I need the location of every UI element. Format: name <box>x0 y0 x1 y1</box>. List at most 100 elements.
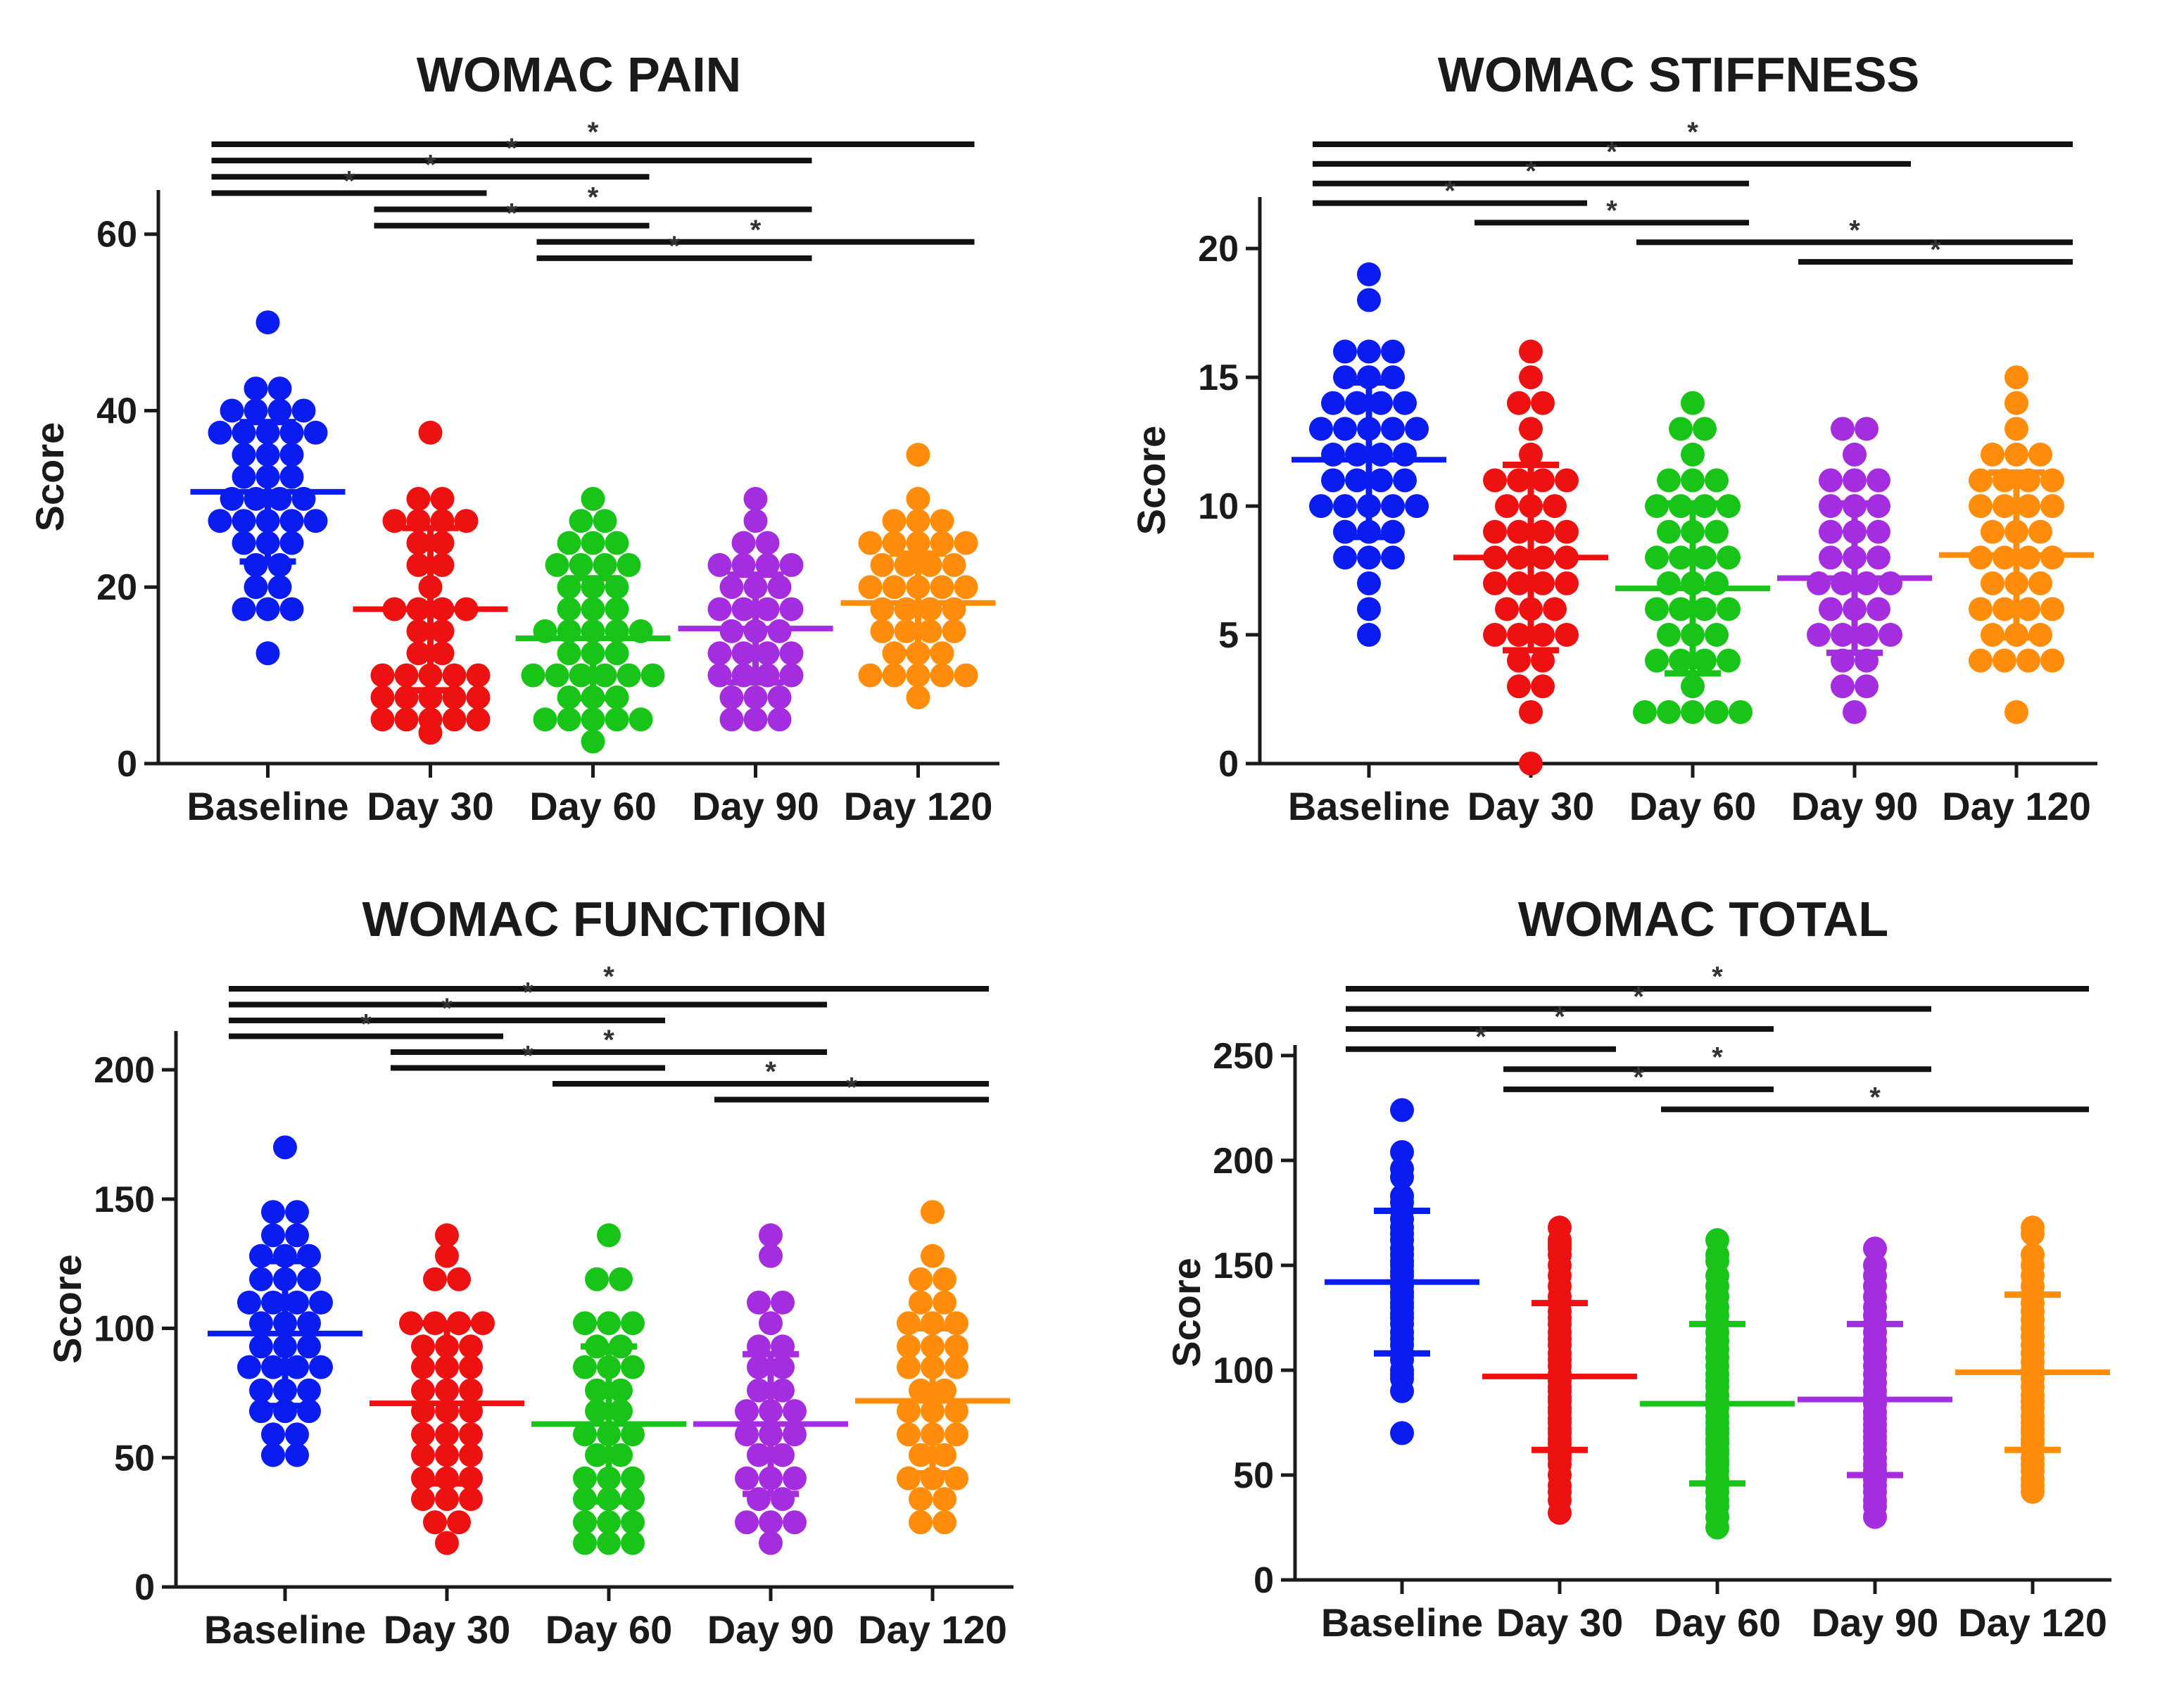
data-point-day-90 <box>1867 519 1890 544</box>
y-axis-label: Score <box>45 1254 89 1364</box>
data-point-day-60 <box>585 1378 609 1403</box>
data-point-day-120 <box>2040 494 2064 519</box>
data-point-day-60 <box>621 1311 645 1336</box>
data-point-day-90 <box>735 1422 759 1447</box>
data-point-day-60 <box>605 641 629 666</box>
chart-svg: WOMAC PAIN 0 20 40 60 Score Baseline Day 30 Day … <box>27 47 999 828</box>
data-point-day-120 <box>1969 468 1993 493</box>
data-point-day-90 <box>1819 597 1843 621</box>
data-point-day-30 <box>454 509 479 533</box>
data-point-day-30 <box>459 1443 483 1467</box>
data-point-baseline <box>237 1355 261 1379</box>
significance-star: * <box>1475 1022 1486 1053</box>
data-point-day-120 <box>870 552 895 577</box>
data-point-day-30 <box>1519 700 1543 724</box>
data-point-day-60 <box>1705 519 1729 544</box>
data-point-day-60 <box>557 641 581 666</box>
data-point-baseline <box>244 575 268 600</box>
data-point-day-120 <box>2021 1243 2045 1267</box>
data-point-day-30 <box>1483 519 1507 544</box>
data-point-day-90 <box>1867 597 1890 621</box>
data-point-day-90 <box>779 641 804 666</box>
data-point-day-120 <box>2028 571 2052 595</box>
data-point-day-60 <box>1669 648 1693 673</box>
chart-womac-function: WOMAC FUNCTION 0 50 100 150 200 Score Baseline D… <box>0 844 1056 1689</box>
data-point-day-60 <box>1657 468 1681 493</box>
data-point-day-90 <box>707 552 732 577</box>
data-point-day-120 <box>897 1399 921 1424</box>
data-point-day-120 <box>921 1200 945 1225</box>
data-point-day-30 <box>1507 623 1531 647</box>
data-point-baseline <box>297 1378 321 1403</box>
data-point-day-90 <box>783 1466 807 1491</box>
y-axis-label: Score <box>27 422 72 532</box>
y-tick-label: 0 <box>117 744 137 785</box>
data-point-baseline <box>1321 442 1345 467</box>
data-point-baseline <box>1333 519 1357 544</box>
data-point-day-120 <box>2040 648 2064 673</box>
data-point-day-90 <box>1855 571 1879 595</box>
data-point-baseline <box>232 464 256 489</box>
chart-title: WOMAC FUNCTION <box>362 892 827 947</box>
data-point-day-30 <box>411 1487 435 1512</box>
data-point-day-90 <box>783 1399 807 1424</box>
significance-star: * <box>522 978 533 1008</box>
data-point-day-90 <box>1819 519 1843 544</box>
data-point-baseline <box>1369 391 1393 415</box>
data-point-day-60 <box>1705 700 1729 724</box>
data-point-baseline <box>279 509 304 533</box>
data-point-baseline <box>303 509 328 533</box>
data-point-day-30 <box>1483 571 1507 595</box>
data-point-day-30 <box>430 486 455 511</box>
significance-star: * <box>1606 195 1617 226</box>
data-point-day-60 <box>1693 597 1717 621</box>
y-tick-label: 40 <box>96 391 137 431</box>
data-point-day-90 <box>743 486 768 511</box>
data-point-day-60 <box>581 707 605 732</box>
y-axis-label: Score <box>1164 1258 1208 1367</box>
data-point-day-60 <box>557 707 581 732</box>
data-point-day-30 <box>1531 519 1555 544</box>
data-point-day-60 <box>573 1466 597 1491</box>
data-point-day-90 <box>771 1290 795 1315</box>
data-point-day-30 <box>435 1244 459 1268</box>
data-point-day-90 <box>1843 468 1867 493</box>
data-point-day-90 <box>1855 623 1879 647</box>
data-point-baseline <box>267 552 292 577</box>
data-point-day-60 <box>545 663 569 688</box>
data-point-day-60 <box>1693 648 1717 673</box>
data-point-baseline <box>279 597 304 621</box>
data-point-day-60 <box>1657 519 1681 544</box>
data-point-day-120 <box>945 1466 968 1491</box>
data-point-day-120 <box>870 619 895 643</box>
data-point-day-120 <box>894 552 918 577</box>
data-point-day-30 <box>1519 339 1543 364</box>
significance-star: * <box>1606 137 1617 167</box>
data-point-day-60 <box>1657 571 1681 595</box>
significance-star: * <box>1444 176 1456 207</box>
data-point-day-90 <box>719 685 744 709</box>
data-point-day-30 <box>1555 623 1579 647</box>
data-point-day-90 <box>759 1244 783 1268</box>
data-point-day-30 <box>406 641 431 666</box>
data-point-baseline <box>1390 1140 1414 1164</box>
data-point-day-30 <box>406 531 431 555</box>
data-point-day-60 <box>617 663 641 688</box>
x-tick-label-day-120: Day 120 <box>844 784 993 828</box>
data-point-day-30 <box>471 1311 495 1336</box>
data-point-baseline <box>261 1200 285 1225</box>
data-point-day-120 <box>897 1355 921 1379</box>
data-point-day-120 <box>858 531 883 555</box>
data-point-baseline <box>1357 571 1381 595</box>
data-point-day-30 <box>1555 468 1579 493</box>
data-point-day-30 <box>1507 519 1531 544</box>
data-point-day-120 <box>2004 417 2028 441</box>
data-point-day-120 <box>2016 648 2040 673</box>
y-tick-label: 5 <box>1218 615 1239 656</box>
data-point-day-30 <box>411 1443 435 1467</box>
data-point-baseline <box>309 1290 333 1315</box>
data-point-baseline <box>1333 339 1357 364</box>
data-point-day-60 <box>1717 494 1741 519</box>
data-point-day-90 <box>707 663 732 688</box>
data-point-day-90 <box>1843 442 1867 467</box>
